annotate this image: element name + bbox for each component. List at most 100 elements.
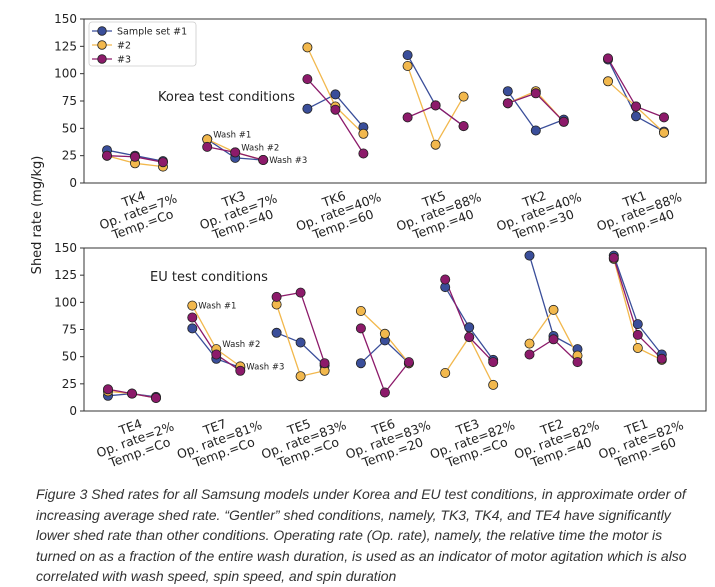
group-te2: TE2Op. rate=82%Temp.=40 <box>507 250 605 474</box>
y-axis-label: Shed rate (mg/kg) <box>30 156 45 275</box>
data-point-s3-w1 <box>102 150 113 161</box>
data-point-s2-w3 <box>458 91 469 102</box>
wash-annotation-3: Wash #3 <box>269 156 307 166</box>
data-point-s2-w3 <box>358 128 369 139</box>
data-point-s3-w3 <box>656 353 667 364</box>
data-point-s3-w1 <box>440 274 451 285</box>
figure-caption: Figure 3 Shed rates for all Samsung mode… <box>36 484 704 587</box>
series-line-2 <box>444 335 494 386</box>
data-point-s3-w2 <box>530 88 541 99</box>
data-point-s1-w2 <box>295 337 306 348</box>
category-label: TE2Op. rate=82%Temp.=40 <box>507 404 605 474</box>
data-point-s3-w3 <box>572 357 583 368</box>
y-tick-label: 125 <box>54 268 77 282</box>
data-point-s3-w1 <box>608 252 619 263</box>
wash-annotation-2: Wash #2 <box>222 340 260 350</box>
data-point-s2-w1 <box>355 305 366 316</box>
data-point-s3-w2 <box>464 332 475 343</box>
wash-annotation-1: Wash #1 <box>198 302 236 312</box>
data-point-s3-w2 <box>295 287 306 298</box>
group-te6: TE6Op. rate=83%Temp.=20 <box>339 305 437 474</box>
data-point-s3-w2 <box>211 349 222 360</box>
category-label: TK6Op. rate=40%Temp.=60 <box>289 176 387 246</box>
data-point-s1-w1 <box>402 50 413 61</box>
group-te7: TE7Op. rate=81%Temp.=Co Wash #1 Wash #2 Was… <box>170 300 284 474</box>
legend-label-2: #2 <box>117 41 131 52</box>
data-point-s3-w1 <box>103 384 114 395</box>
data-point-s2-w2 <box>430 139 441 150</box>
data-point-s3-w2 <box>230 147 241 158</box>
data-point-s2-w1 <box>402 61 413 72</box>
y-tick-label: 50 <box>62 121 77 135</box>
legend-label-1: Sample set #1 <box>117 27 187 38</box>
legend-label-3: #3 <box>117 55 131 66</box>
data-point-s3-w1 <box>355 323 366 334</box>
y-tick-label: 75 <box>62 323 77 337</box>
data-point-s3-w3 <box>235 365 246 376</box>
group-te3: TE3Op. rate=82%Temp.=Co <box>423 274 521 474</box>
data-point-s3-w1 <box>502 98 513 109</box>
legend-box <box>88 21 197 67</box>
group-te1: TE1Op. rate=82%Temp.=60 <box>592 250 690 474</box>
data-point-s3-w1 <box>271 291 282 302</box>
category-label: TK2Op. rate=40%Temp.=30 <box>490 176 588 246</box>
data-point-s1-w2 <box>631 111 642 122</box>
data-point-s3-w2 <box>129 151 140 162</box>
category-label: TE1Op. rate=82%Temp.=60 <box>592 404 690 474</box>
data-point-s1-w1 <box>502 86 513 97</box>
group-te5: TE5Op. rate=83%Temp.=Co <box>255 287 353 474</box>
category-label: TK3Op. rate=7%Temp.=40 <box>193 178 284 245</box>
data-point-s3-w2 <box>430 100 441 111</box>
data-point-s3-w3 <box>157 157 168 168</box>
data-point-s3-w1 <box>603 53 614 64</box>
data-point-s1-w1 <box>355 358 366 369</box>
category-label: TE6Op. rate=83%Temp.=20 <box>339 404 437 474</box>
data-point-s1-w2 <box>530 125 541 136</box>
legend-marker <box>97 54 107 64</box>
data-point-s2-w2 <box>548 304 559 315</box>
data-point-s3-w1 <box>187 312 198 323</box>
category-label: TK5Op. rate=88%Temp.=40 <box>390 176 488 246</box>
y-tick-label: 75 <box>62 94 77 108</box>
category-label: TE7Op. rate=81%Temp.=Co <box>170 404 268 474</box>
data-point-s3-w2 <box>379 387 390 398</box>
chart-panel-2: 0 25 50 75 100 125 150 EU test conditions TE4Op.… <box>54 241 707 474</box>
data-point-s2-w1 <box>603 76 614 87</box>
data-point-s3-w1 <box>402 112 413 123</box>
data-point-s2-w2 <box>632 342 643 353</box>
group-tk2: TK2Op. rate=40%Temp.=30 <box>490 86 588 246</box>
wash-annotation-3: Wash #3 <box>246 362 284 372</box>
data-point-s1-w2 <box>632 319 643 330</box>
data-point-s2-w1 <box>187 300 198 311</box>
category-label: TK1Op. rate=88%Temp.=40 <box>590 176 688 246</box>
data-point-s3-w2 <box>548 334 559 345</box>
data-point-s3-w3 <box>458 121 469 132</box>
data-point-s3-w1 <box>524 349 535 360</box>
y-tick-label: 100 <box>54 67 77 81</box>
data-point-s3-w3 <box>403 357 414 368</box>
panel-title: Korea test conditions <box>158 90 295 105</box>
legend: Sample set #1 #2 #3 <box>88 21 197 67</box>
y-tick-label: 50 <box>62 350 77 364</box>
data-point-s3-w3 <box>488 357 499 368</box>
group-tk4: TK4Op. rate=7%Temp.=Co <box>93 145 184 245</box>
data-point-s2-w1 <box>440 367 451 378</box>
y-tick-label: 100 <box>54 295 77 309</box>
data-point-s2-w1 <box>524 338 535 349</box>
legend-marker <box>97 26 107 36</box>
y-tick-label: 0 <box>69 404 77 418</box>
data-point-s3-w3 <box>258 154 269 165</box>
data-point-s2-w1 <box>302 42 313 53</box>
y-tick-label: 0 <box>69 176 77 190</box>
category-label: TK4Op. rate=7%Temp.=Co <box>93 178 184 245</box>
group-te4: TE4Op. rate=2%Temp.=Co <box>94 384 176 471</box>
category-label: TE5Op. rate=83%Temp.=Co <box>255 404 353 474</box>
group-tk1: TK1Op. rate=88%Temp.=40 <box>590 53 688 246</box>
data-point-s3-w2 <box>127 388 138 399</box>
category-label: TE3Op. rate=82%Temp.=Co <box>423 404 521 474</box>
y-tick-label: 25 <box>62 377 77 391</box>
data-point-s3-w3 <box>358 148 369 159</box>
group-tk3: TK3Op. rate=7%Temp.=40 Wash #1 Wash #2 Wash… <box>193 130 307 245</box>
data-point-s2-w3 <box>659 127 670 138</box>
data-point-s1-w2 <box>330 89 341 100</box>
